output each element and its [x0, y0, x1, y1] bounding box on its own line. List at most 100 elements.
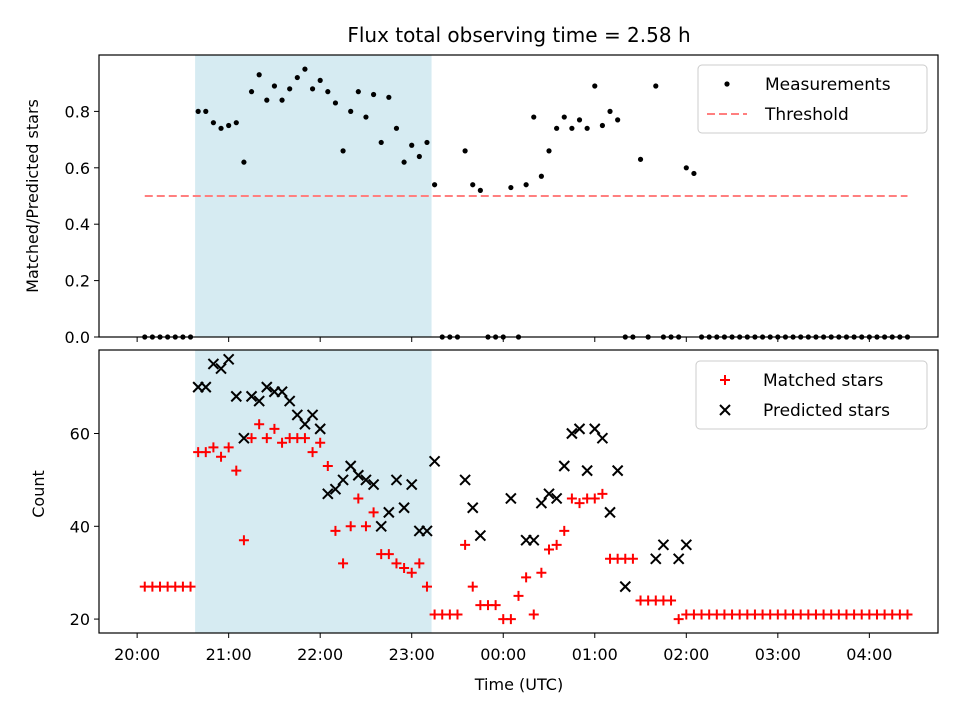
matched-star-point — [360, 521, 371, 532]
measurement-point — [576, 117, 583, 123]
matched-star-point — [574, 498, 585, 509]
count-y-axis-label: Count — [29, 470, 48, 518]
measurement-point — [637, 156, 644, 162]
matched-star-point — [391, 558, 402, 569]
predicted-star-point — [245, 390, 258, 403]
matched-star-point — [383, 549, 394, 560]
measurement-point — [264, 97, 270, 103]
measurement-point — [470, 182, 476, 188]
legend-matched-marker — [720, 375, 730, 385]
time-x-tick-label: 01:00 — [572, 645, 618, 664]
predicted-star-point — [680, 539, 693, 551]
count-y-tick-label: 60 — [70, 425, 90, 444]
matched-star-point — [261, 433, 272, 444]
measurement-point — [691, 170, 697, 177]
predicted-star-point — [428, 455, 441, 468]
measurement-point — [409, 142, 415, 148]
measurement-point — [317, 77, 323, 83]
predicted-star-point — [406, 478, 418, 491]
predicted-star-point — [550, 492, 563, 505]
time-x-tick-label: 20:00 — [114, 645, 160, 664]
measurement-point — [584, 125, 590, 131]
predicted-star-point — [528, 534, 540, 546]
predicted-star-point — [672, 553, 685, 565]
predicted-star-point — [474, 529, 487, 542]
measurement-point — [287, 86, 293, 92]
predicted-star-point — [230, 390, 242, 403]
measurement-point — [531, 114, 537, 120]
measurement-point — [218, 125, 224, 131]
measurement-point — [332, 100, 339, 106]
matched-star-point — [460, 539, 471, 550]
count-y-tick-label: 40 — [70, 517, 90, 536]
predicted-star-point — [650, 553, 662, 565]
measurement-point — [538, 173, 544, 179]
measurement-point — [348, 108, 354, 114]
chart-title: Flux total observing time = 2.58 h — [347, 23, 690, 47]
measurement-point — [592, 83, 598, 89]
predicted-star-point — [390, 474, 403, 486]
measurement-point — [256, 72, 262, 78]
time-x-tick-label: 04:00 — [846, 645, 892, 664]
matched-star-point — [277, 437, 288, 448]
matched-star-point — [452, 609, 463, 620]
predicted-star-point — [253, 395, 265, 407]
predicted-star-point — [344, 460, 357, 472]
matched-star-point — [505, 614, 516, 625]
measurement-point — [401, 159, 407, 165]
measurement-point — [508, 184, 514, 191]
ratio-legend: Measurements Threshold — [697, 64, 928, 134]
matched-star-point — [902, 609, 913, 620]
matched-star-point — [299, 433, 310, 444]
matched-star-point — [368, 507, 379, 518]
measurement-point — [325, 89, 331, 95]
matched-star-point — [559, 525, 570, 536]
predicted-star-point — [367, 478, 380, 491]
matched-star-point — [315, 437, 326, 448]
measurement-point — [210, 120, 217, 126]
measurement-point — [386, 94, 392, 100]
x-axis-label: Time (UTC) — [474, 675, 563, 694]
measurement-point — [424, 139, 430, 146]
predicted-star-point — [360, 474, 372, 486]
measurement-point — [195, 108, 201, 114]
predicted-star-point — [543, 488, 555, 500]
predicted-star-point — [222, 353, 235, 365]
measurement-point — [279, 97, 285, 103]
measurement-point — [432, 182, 438, 188]
measurement-point — [203, 108, 209, 114]
legend-predicted-label: Predicted stars — [763, 401, 890, 421]
matched-star-point — [414, 558, 425, 569]
matched-star-point — [521, 572, 532, 583]
matched-star-point — [345, 521, 356, 532]
count-y-tick-label: 20 — [70, 610, 90, 629]
ratio-y-tick-label: 0.2 — [65, 272, 90, 291]
ratio-y-axis-label: Matched/Predicted stars — [23, 99, 42, 293]
matched-star-point — [231, 465, 242, 476]
predicted-star-point — [352, 469, 365, 481]
measurement-point — [355, 89, 361, 95]
measurement-point — [569, 125, 575, 131]
matched-star-point — [490, 600, 501, 611]
predicted-star-point — [573, 423, 586, 435]
measurement-point — [302, 66, 308, 72]
predicted-star-point — [589, 423, 601, 435]
predicted-star-point — [459, 474, 471, 486]
measurement-point — [378, 139, 384, 146]
measurement-point — [462, 148, 468, 154]
predicted-star-point — [314, 423, 326, 435]
predicted-star-point — [398, 502, 410, 514]
matched-star-point — [513, 590, 524, 601]
matched-star-point — [185, 581, 196, 592]
matched-star-point — [421, 581, 432, 592]
count-legend-box — [695, 360, 928, 430]
matched-star-point — [666, 595, 677, 606]
time-x-tick-label: 03:00 — [755, 645, 801, 664]
predicted-star-point — [337, 474, 349, 486]
matched-star-point — [399, 563, 410, 574]
count-plot-frame — [98, 349, 939, 634]
legend-matched-label: Matched stars — [763, 371, 883, 391]
predicted-star-point — [322, 488, 334, 500]
predicted-star-point — [581, 464, 593, 477]
